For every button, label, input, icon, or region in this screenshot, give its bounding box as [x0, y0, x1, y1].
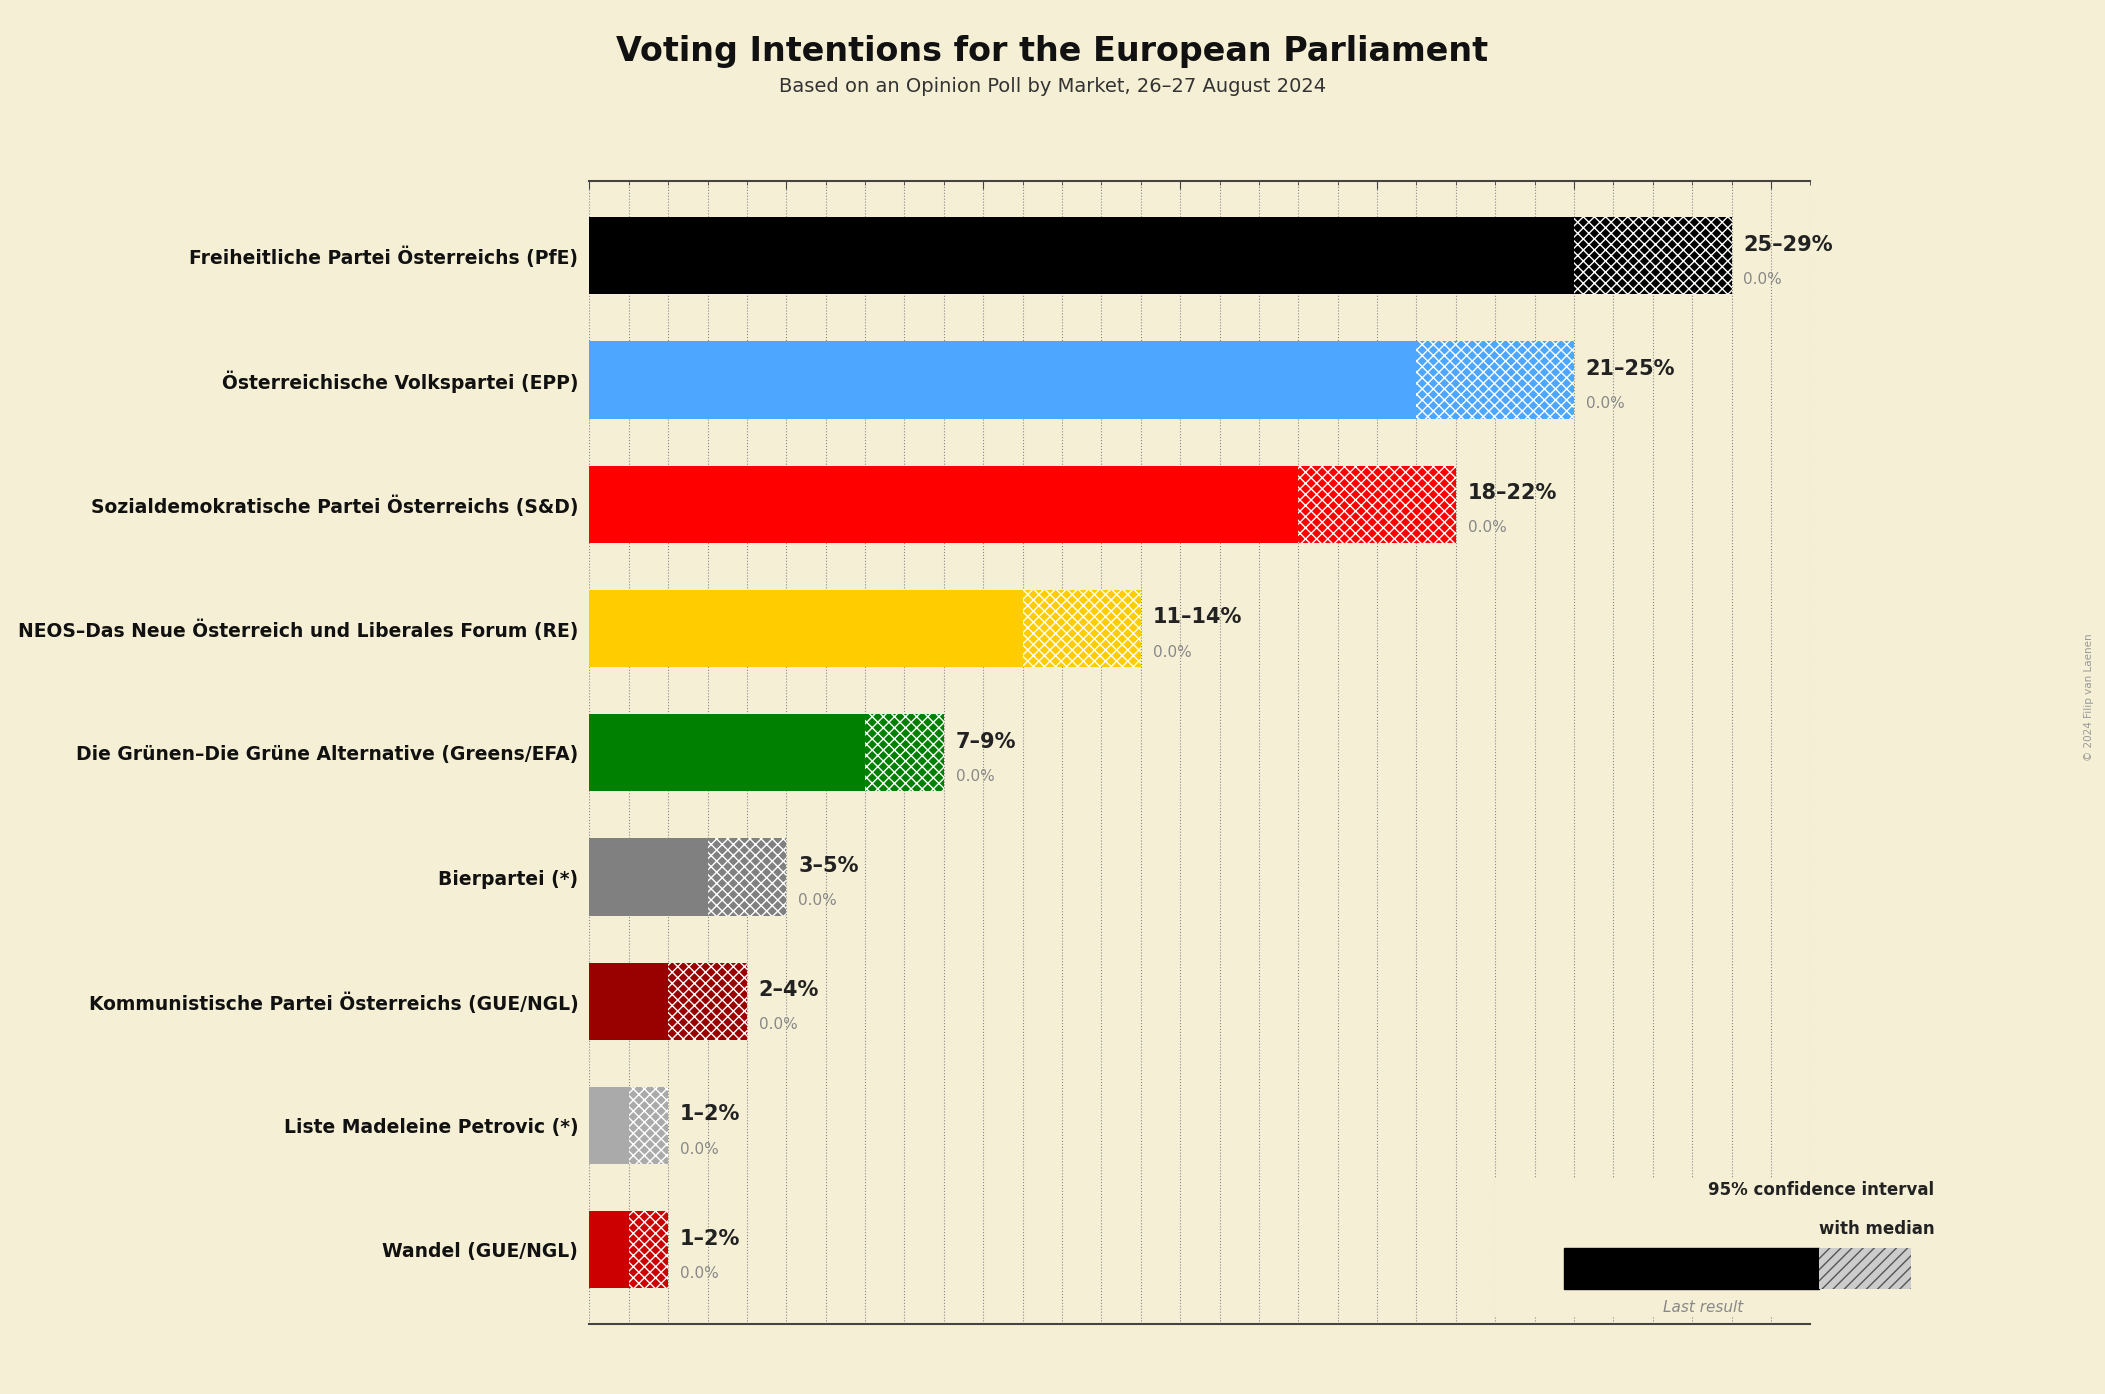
Text: 0.0%: 0.0%: [680, 1142, 718, 1157]
Text: with median: with median: [1819, 1220, 1934, 1238]
Text: Voting Intentions for the European Parliament: Voting Intentions for the European Parli…: [617, 35, 1488, 68]
Bar: [589, 342, 1417, 418]
Bar: [1726, 1248, 1819, 1289]
Bar: [589, 714, 865, 792]
Text: 0.0%: 0.0%: [1585, 396, 1625, 411]
Text: Based on an Opinion Poll by Market, 26–27 August 2024: Based on an Opinion Poll by Market, 26–2…: [779, 77, 1326, 96]
Text: Last result: Last result: [1663, 1299, 1743, 1315]
Bar: [589, 1087, 629, 1164]
Text: 95% confidence interval: 95% confidence interval: [1709, 1182, 1934, 1199]
Bar: [589, 466, 1299, 542]
Bar: [1564, 1248, 1726, 1289]
Bar: [1417, 342, 1575, 418]
Text: 1–2%: 1–2%: [680, 1104, 741, 1125]
Bar: [1023, 590, 1141, 666]
Text: 21–25%: 21–25%: [1585, 358, 1676, 379]
Bar: [1819, 1248, 1911, 1289]
Text: 0.0%: 0.0%: [1154, 644, 1191, 659]
Text: 11–14%: 11–14%: [1154, 608, 1242, 627]
Bar: [589, 217, 1575, 294]
Text: © 2024 Filip van Laenen: © 2024 Filip van Laenen: [2084, 633, 2094, 761]
Bar: [589, 1211, 629, 1288]
Bar: [629, 1087, 667, 1164]
Bar: [865, 714, 943, 792]
Bar: [1819, 1248, 1911, 1289]
Text: 18–22%: 18–22%: [1467, 484, 1558, 503]
Bar: [1299, 466, 1457, 542]
Bar: [667, 963, 747, 1040]
Text: 3–5%: 3–5%: [798, 856, 859, 875]
Bar: [589, 590, 1023, 666]
Text: 0.0%: 0.0%: [1743, 272, 1783, 287]
Text: 0.0%: 0.0%: [956, 769, 994, 783]
Text: 0.0%: 0.0%: [1467, 520, 1507, 535]
Text: 25–29%: 25–29%: [1743, 234, 1833, 255]
Text: 0.0%: 0.0%: [680, 1266, 718, 1281]
Text: 1–2%: 1–2%: [680, 1228, 741, 1249]
Text: 0.0%: 0.0%: [798, 894, 838, 907]
Bar: [589, 963, 667, 1040]
Text: 2–4%: 2–4%: [758, 980, 819, 999]
Bar: [629, 1211, 667, 1288]
Text: 7–9%: 7–9%: [956, 732, 1017, 751]
Bar: [1575, 217, 1732, 294]
Bar: [707, 838, 787, 916]
Text: 0.0%: 0.0%: [758, 1018, 798, 1033]
Bar: [589, 838, 707, 916]
